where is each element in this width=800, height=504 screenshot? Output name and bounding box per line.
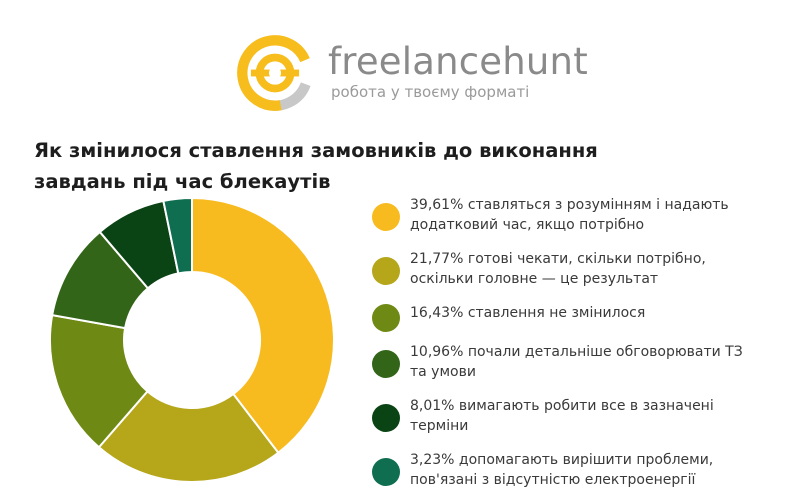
legend-color-swatch (372, 304, 400, 332)
legend-color-swatch (372, 458, 400, 486)
legend-label-line: та умови (410, 364, 476, 380)
brand-name: freelancehunt (328, 40, 588, 83)
legend-label-line: додатковий час, якщо потрібно (410, 217, 645, 233)
donut-slice-6 (162, 196, 193, 275)
legend-label: 39,61% ставляться з розумінням і надають… (410, 195, 790, 235)
legend-label-line: 10,96% почали детальніше обговорювати ТЗ (410, 344, 743, 360)
legend-item-3: 16,43% ставлення не змінилося (372, 303, 792, 332)
legend-label-line: терміни (410, 418, 469, 434)
chart-title-line: завдань під час блекаутів (34, 170, 331, 193)
legend-color-swatch (372, 257, 400, 285)
freelancehunt-logo: freelancehunt робота у твоєму форматі (232, 30, 588, 116)
legend-item-4: 10,96% почали детальніше обговорювати ТЗ… (372, 342, 792, 382)
legend-item-5: 8,01% вимагають робити все в зазначені те… (372, 396, 792, 436)
legend-item-6: 3,23% допомагають вирішити проблеми, пов'… (372, 450, 792, 490)
legend-color-swatch (372, 350, 400, 378)
legend-label: 21,77% готові чекати, скільки потрібно, о… (410, 249, 790, 289)
legend-label-line: 3,23% допомагають вирішити проблеми, (410, 452, 714, 468)
legend-label: 16,43% ставлення не змінилося (410, 303, 790, 323)
legend-color-swatch (372, 203, 400, 231)
chart-title-line: Як змінилося ставлення замовників до вик… (34, 139, 598, 162)
brand-tagline: робота у твоєму форматі (331, 83, 530, 101)
legend-label: 3,23% допомагають вирішити проблеми, пов'… (410, 450, 790, 490)
donut-slice-1 (191, 196, 335, 455)
legend-label: 10,96% почали детальніше обговорювати ТЗ… (410, 342, 790, 382)
legend-label: 8,01% вимагають робити все в зазначені те… (410, 396, 790, 436)
legend-label-line: оскільки головне — це результат (410, 271, 659, 287)
freelancehunt-logo-icon (237, 35, 313, 111)
legend-label-line: 8,01% вимагають робити все в зазначені (410, 398, 714, 414)
legend-label-line: 21,77% готові чекати, скільки потрібно, (410, 251, 706, 267)
legend-item-2: 21,77% готові чекати, скільки потрібно, о… (372, 249, 792, 289)
legend-item-1: 39,61% ставляться з розумінням і надають… (372, 195, 792, 235)
chart-title: Як змінилося ставлення замовників до вик… (34, 135, 654, 197)
legend-label-line: 16,43% ставлення не змінилося (410, 305, 646, 321)
legend-label-line: пов'язані з відсутністю електроенергії (410, 472, 696, 488)
legend-color-swatch (372, 404, 400, 432)
chart-legend: 39,61% ставляться з розумінням і надають… (372, 195, 792, 504)
donut-chart (49, 196, 335, 483)
donut-slice-2 (97, 389, 280, 483)
legend-label-line: 39,61% ставляться з розумінням і надають (410, 197, 729, 213)
